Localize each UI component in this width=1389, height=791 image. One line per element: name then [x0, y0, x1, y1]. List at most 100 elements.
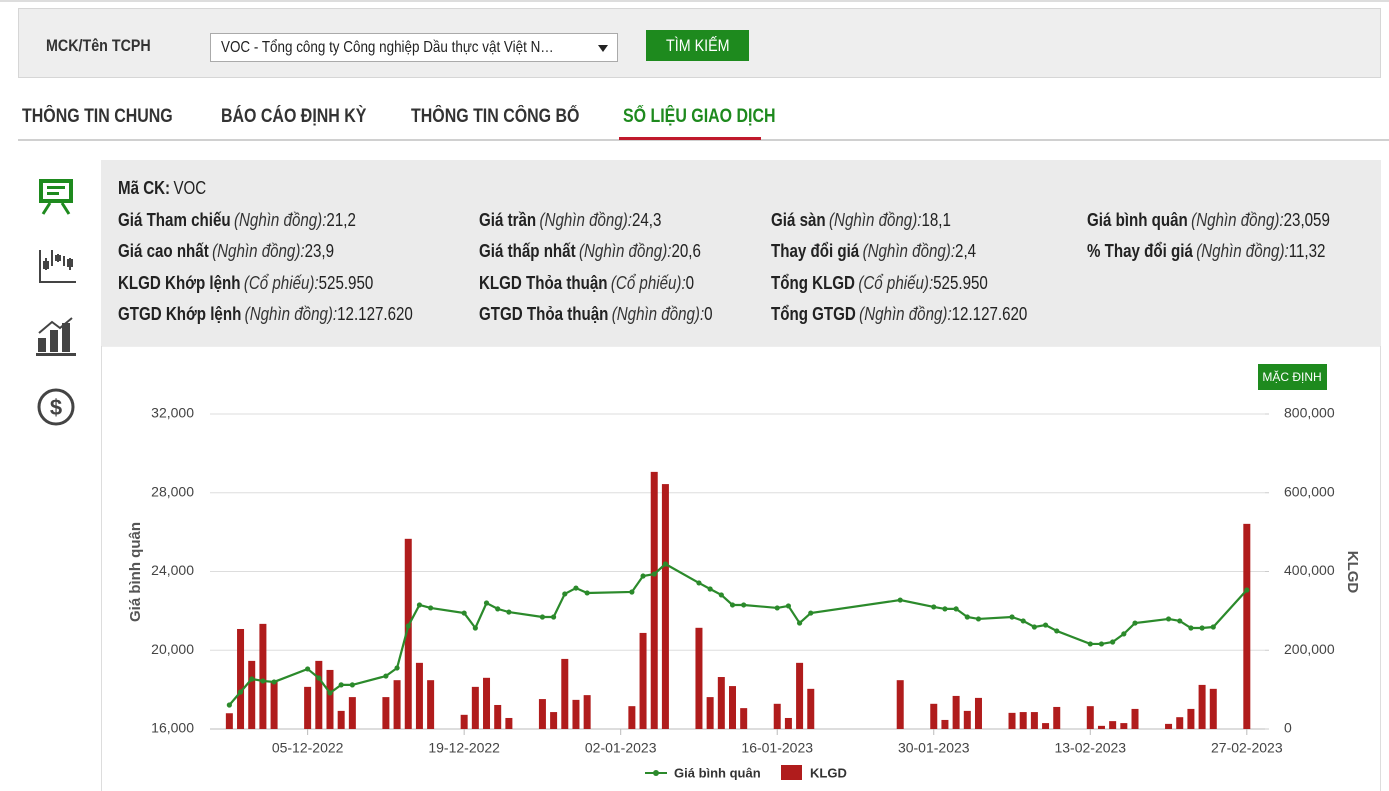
price-point: [495, 606, 501, 612]
svg-text:$: $: [50, 395, 62, 420]
icon-candles[interactable]: [39, 250, 76, 283]
volume-bar: [326, 669, 334, 729]
volume-bar: [538, 699, 546, 729]
price-point: [897, 597, 903, 603]
price-point: [316, 675, 322, 681]
info-unit: (Cổ phiếu):: [610, 273, 686, 293]
search-button[interactable]: TÌM KIẾM: [646, 30, 749, 61]
price-point: [1020, 618, 1026, 624]
volume-bar: [1097, 725, 1105, 729]
volume-bar: [550, 712, 558, 729]
price-point: [573, 585, 579, 591]
volume-bar: [1109, 721, 1117, 729]
volume-bar: [1176, 717, 1184, 729]
info-item: Thay đổi giá (Nghìn đồng):2,4: [771, 241, 1015, 262]
price-point: [718, 592, 724, 598]
tab-text: THÔNG TIN CHUNG: [22, 106, 173, 127]
price-point: [975, 616, 982, 622]
info-item-text: Giá bình quân (Nghìn đồng):23,059: [1087, 210, 1330, 231]
x-tick-label: 16-01-2023: [741, 740, 813, 756]
info-label: GTGD Thỏa thuận: [479, 304, 609, 324]
volume-bar: [1042, 723, 1050, 729]
volume-bar: [1243, 523, 1251, 729]
info-label: Giá sàn: [771, 210, 826, 230]
y2-tick-label: 200,000: [1284, 641, 1335, 657]
info-item: GTGD Thỏa thuận (Nghìn đồng):0: [479, 304, 757, 325]
price-point: [774, 605, 780, 611]
volume-bar: [930, 703, 938, 729]
tab[interactable]: SỐ LIỆU GIAO DỊCH: [623, 106, 805, 128]
info-item-text: KLGD Khớp lệnh (Cổ phiếu):525.950: [118, 273, 373, 294]
info-value: 12.127.620: [337, 304, 413, 324]
reset-button[interactable]: MẶC ĐỊNH: [1258, 364, 1327, 390]
info-item: GTGD Khớp lệnh (Nghìn đồng):12.127.620: [118, 304, 469, 325]
info-value: 23,059: [1283, 210, 1330, 230]
info-unit: (Nghìn đồng):: [859, 304, 952, 324]
info-item: Giá thấp nhất (Nghìn đồng):20,6: [479, 241, 743, 262]
tab[interactable]: THÔNG TIN CHUNG: [22, 106, 201, 128]
tab[interactable]: THÔNG TIN CÔNG BỐ: [411, 106, 612, 128]
info-item: Tổng KLGD (Cổ phiếu):525.950: [771, 273, 1029, 294]
icon-board[interactable]: [39, 179, 73, 215]
info-item: KLGD Thỏa thuận (Cổ phiếu):0: [479, 273, 735, 294]
price-point: [338, 682, 344, 688]
info-item-text: GTGD Thỏa thuận (Nghìn đồng):0: [479, 304, 713, 325]
tab-active-underline: [619, 137, 761, 140]
info-unit: (Nghìn đồng):: [539, 210, 632, 230]
x-tick-label: 05-12-2022: [272, 740, 344, 756]
volume-bar: [415, 662, 423, 729]
price-point: [729, 602, 736, 608]
price-point: [1031, 624, 1037, 630]
price-point: [707, 586, 713, 592]
info-label: Giá Tham chiếu: [118, 210, 231, 230]
price-point: [428, 605, 434, 611]
stock-select[interactable]: VOC - Tổng công ty Công nghiệp Dầu thực …: [210, 33, 618, 62]
info-value: 12.127.620: [951, 304, 1028, 324]
y-tick-label: 32,000: [151, 405, 194, 421]
info-label: KLGD Thỏa thuận: [479, 273, 608, 293]
icon-bars[interactable]: [36, 317, 76, 356]
info-item-text: Giá Tham chiếu (Nghìn đồng):21,2: [118, 210, 356, 231]
info-item: Mã CK: VOC: [118, 178, 223, 199]
info-value: 21,2: [326, 210, 356, 230]
price-point: [953, 606, 959, 612]
price-point: [796, 620, 803, 626]
info-unit: (Nghìn đồng):: [1191, 210, 1284, 230]
tab[interactable]: BÁO CÁO ĐỊNH KỲ: [221, 106, 394, 128]
volume-bar: [639, 632, 647, 729]
info-item-text: Giá trần (Nghìn đồng):24,3: [479, 210, 661, 231]
volume-bar: [1165, 723, 1173, 729]
info-unit: (Nghìn đồng):: [611, 304, 705, 324]
y2-axis-title: KLGD: [1344, 551, 1361, 594]
price-point: [1132, 620, 1138, 626]
info-unit: (Nghìn đồng):: [244, 304, 338, 324]
price-point: [551, 614, 557, 620]
price-point: [416, 602, 423, 608]
price-point: [1210, 624, 1216, 630]
price-point: [260, 678, 266, 684]
info-item: Giá Tham chiếu (Nghìn đồng):21,2: [118, 210, 401, 231]
info-item: Giá sàn (Nghìn đồng):18,1: [771, 210, 985, 231]
info-label: Tổng KLGD: [771, 273, 855, 293]
info-value: 24,3: [631, 210, 662, 230]
top-border: [0, 0, 1389, 2]
price-point: [383, 673, 389, 679]
volume-bar: [1086, 706, 1094, 729]
search-label: MCK/Tên TCPH: [46, 36, 171, 56]
volume-bar: [717, 677, 725, 729]
price-point: [696, 580, 702, 586]
reset-button-text: MẶC ĐỊNH: [1262, 369, 1321, 384]
icon-money[interactable]: $: [37, 388, 75, 426]
volume-bar: [304, 686, 312, 729]
info-label: % Thay đổi giá: [1087, 241, 1193, 261]
stock-select-text: VOC - Tổng công ty Công nghiệp Dầu thực …: [221, 39, 554, 56]
volume-bar: [1187, 708, 1195, 729]
volume-bar: [1209, 688, 1217, 729]
info-item: Giá trần (Nghìn đồng):24,3: [479, 210, 696, 231]
price-point: [741, 602, 747, 608]
info-item-text: Giá thấp nhất (Nghìn đồng):20,6: [479, 241, 701, 262]
info-value: 18,1: [921, 210, 951, 230]
info-item-text: Giá cao nhất (Nghìn đồng):23,9: [118, 241, 334, 262]
info-unit: (Cổ phiếu):: [858, 273, 934, 293]
price-point: [461, 610, 467, 616]
